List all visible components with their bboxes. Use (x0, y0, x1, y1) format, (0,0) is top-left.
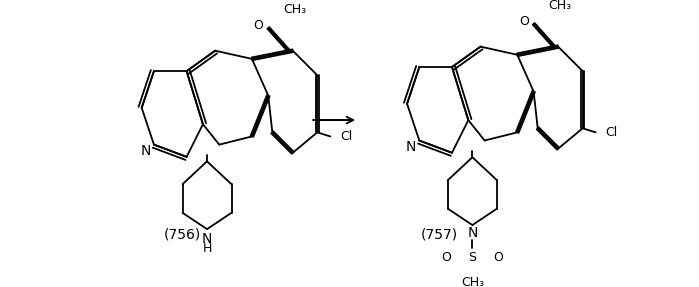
Text: O: O (519, 15, 528, 28)
Text: O: O (493, 251, 503, 264)
Text: N: N (406, 140, 417, 154)
Text: (757): (757) (421, 227, 459, 241)
Text: H: H (202, 242, 212, 255)
Text: O: O (254, 19, 264, 32)
Text: CH₃: CH₃ (283, 3, 306, 16)
Text: S: S (468, 251, 477, 264)
Text: N: N (467, 226, 477, 240)
Text: N: N (202, 232, 212, 246)
Text: Cl: Cl (340, 130, 352, 143)
Text: (756): (756) (164, 227, 201, 241)
Text: CH₃: CH₃ (548, 0, 572, 12)
Text: O: O (441, 251, 451, 264)
Text: Cl: Cl (605, 126, 618, 139)
Text: CH₃: CH₃ (461, 276, 484, 287)
Text: N: N (140, 144, 151, 158)
